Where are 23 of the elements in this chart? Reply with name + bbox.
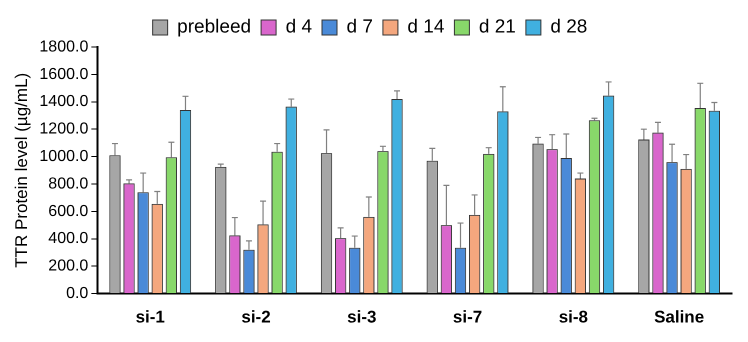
x-tick-label: si-1 <box>136 307 165 326</box>
legend-label: d 7 <box>346 16 373 38</box>
legend-label: d 14 <box>407 16 445 38</box>
legend-label: d 21 <box>478 16 516 38</box>
x-tick-label: si-8 <box>558 307 588 326</box>
y-tick-label: 1600.0 <box>39 66 88 83</box>
x-tick-label: si-2 <box>241 307 271 326</box>
y-axis-title: TTR Protein level (µg/mL) <box>12 72 31 268</box>
y-tick-label: 1400.0 <box>39 93 88 110</box>
y-tick-label: 1000.0 <box>39 148 88 166</box>
x-tick-label: si-7 <box>452 307 482 326</box>
legend-label: d 28 <box>550 16 588 38</box>
y-tick-label: 1200.0 <box>39 120 88 138</box>
y-tick-label: 1800.0 <box>39 38 88 56</box>
y-tick-label: 0.0 <box>66 285 88 302</box>
legend-label: prebleed <box>177 16 252 38</box>
x-tick-label: Saline <box>654 307 704 326</box>
y-tick-label: 400.0 <box>48 230 88 248</box>
y-tick-label: 200.0 <box>48 258 88 275</box>
legend-label: d 4 <box>286 16 312 38</box>
y-tick-label: 800.0 <box>48 175 88 192</box>
y-tick-label: 600.0 <box>48 202 88 220</box>
x-tick-label: si-3 <box>347 307 376 326</box>
